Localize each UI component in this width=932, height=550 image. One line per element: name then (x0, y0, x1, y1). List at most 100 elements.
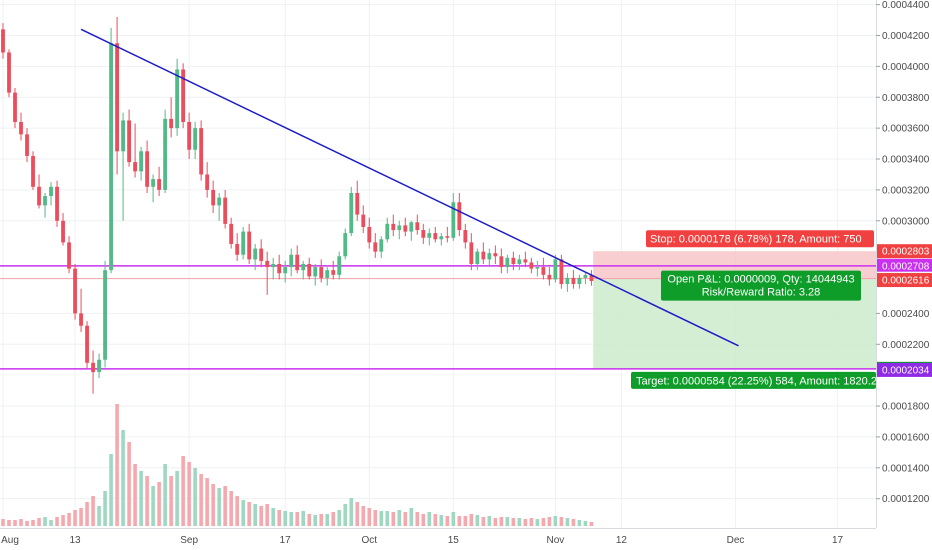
candle (535, 260, 540, 277)
candle-body (469, 242, 474, 264)
candle-body (439, 236, 444, 240)
candle-body (541, 267, 546, 275)
volume-bar (541, 518, 546, 526)
y-axis[interactable]: 0.0004400 0.0004200 0.0004000 0.0003800 0.00… (876, 0, 932, 550)
price-badge[interactable]: 0.0002034 (877, 362, 932, 377)
candle-body (55, 186, 59, 221)
candle-body (145, 151, 149, 187)
candle-body (181, 69, 186, 122)
volume-bar (265, 504, 269, 526)
candle-body (307, 264, 312, 277)
candle-body (385, 223, 390, 240)
y-tick-label: 0.0003400 (882, 155, 930, 166)
volume-bar (259, 506, 263, 526)
candle-body (301, 264, 306, 271)
candle (109, 27, 113, 274)
volume-bar (247, 502, 251, 526)
candle (445, 226, 450, 243)
y-tick-label: 0.0001400 (882, 463, 930, 474)
volume-bar (385, 511, 390, 526)
volume-bar (67, 513, 71, 526)
volume-bar (79, 508, 83, 526)
candle (43, 192, 47, 218)
pnl-label-line2: Risk/Reward Ratio: 3.28 (702, 287, 821, 299)
candle (547, 267, 552, 286)
stop-label[interactable]: Stop: 0.0000178 (6.78%) 178, Amount: 750 (646, 230, 874, 248)
candle-body (415, 222, 420, 231)
price-badge[interactable]: 0.0002803 (877, 244, 932, 259)
target-label-text: Target: 0.0000584 (22.25%) 584, Amount: … (636, 375, 877, 387)
candle (127, 109, 131, 167)
candle-body (481, 251, 486, 260)
annotation-labels: Stop: 0.0000178 (6.78%) 178, Amount: 750… (631, 230, 877, 389)
candle (361, 205, 366, 234)
candle-body (271, 264, 276, 268)
candle-body (169, 118, 174, 129)
volume-bar (445, 516, 450, 526)
x-tick-label: 13 (69, 535, 81, 546)
volume-bar (61, 515, 65, 526)
price-badge[interactable]: 0.0002708 (877, 258, 932, 273)
price-badge[interactable]: 0.0002616 (877, 273, 932, 288)
candle-body (349, 192, 354, 234)
candle-body (127, 120, 131, 163)
volume-bar (481, 517, 486, 526)
candle (301, 260, 306, 280)
volume-bar (115, 404, 119, 526)
candle-body (151, 179, 155, 187)
y-tick-label: 0.0003600 (882, 124, 930, 135)
volume-bar (37, 518, 41, 526)
volume-bar (49, 520, 53, 526)
volume-bar (421, 514, 426, 526)
volume-bar (529, 518, 534, 526)
volume-bar (211, 484, 215, 526)
y-tick-label: 0.0001800 (882, 402, 930, 413)
candle (529, 257, 534, 274)
candle-body (67, 242, 71, 269)
candle-body (91, 362, 95, 373)
candle-body (79, 313, 83, 326)
volume-bar (289, 512, 293, 526)
candle (565, 273, 570, 292)
candle-body (217, 197, 222, 206)
candle (181, 63, 186, 129)
x-tick-label: 12 (616, 535, 628, 546)
candle (421, 223, 426, 244)
candle (175, 58, 180, 136)
volume-bar (337, 510, 342, 526)
candle (133, 123, 137, 178)
candle (193, 121, 198, 160)
volume-bar (109, 454, 113, 526)
candle-body (313, 267, 318, 277)
candle (505, 254, 510, 274)
pnl-label[interactable]: Open P&L: 0.0000009, Qty: 14044943Risk/R… (661, 270, 861, 301)
trend-line[interactable] (80, 28, 739, 347)
candle-body (73, 268, 77, 314)
candle-body (43, 196, 47, 206)
volume-bar (487, 516, 492, 526)
x-axis[interactable]: Aug 13 Sep 17 Oct 15 Nov 12 Dec 17 (0, 528, 932, 550)
volume-bar (295, 512, 299, 526)
candle (451, 192, 456, 241)
candle-body (319, 267, 324, 278)
volume-bar (85, 502, 89, 526)
candle (19, 112, 23, 141)
candle (373, 233, 378, 258)
x-tick-label: Dec (727, 535, 745, 546)
y-tick-label: 0.0002200 (882, 340, 930, 351)
volume-bar (367, 508, 372, 526)
volume-bar (127, 442, 131, 526)
volume-bar (151, 486, 155, 526)
candle (487, 248, 492, 268)
volume-bar (361, 506, 366, 526)
volume-bar (139, 471, 143, 526)
candle (169, 97, 174, 138)
price-badge-box (877, 273, 932, 288)
candle (469, 233, 474, 271)
target-label[interactable]: Target: 0.0000584 (22.25%) 584, Amount: … (631, 371, 877, 389)
volume-bar (559, 517, 564, 526)
candle (289, 248, 294, 277)
candle-body (403, 225, 408, 232)
y-tick-label: 0.0001600 (882, 432, 930, 443)
